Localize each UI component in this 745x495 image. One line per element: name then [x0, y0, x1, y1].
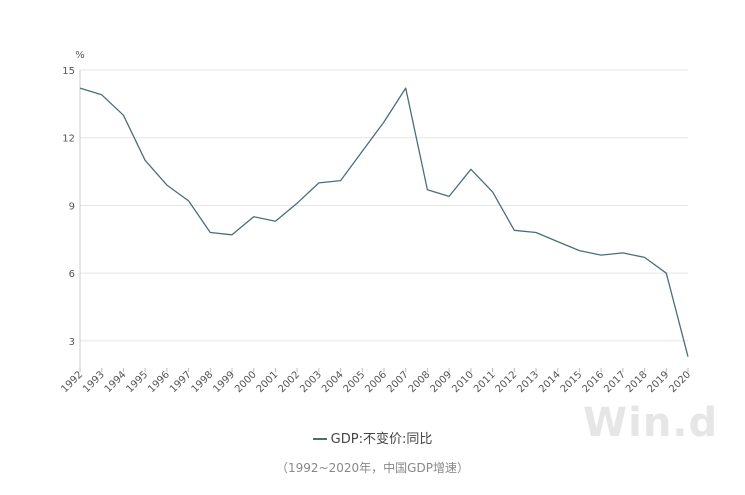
x-tick-label: 2008 [407, 369, 433, 395]
x-tick-label: 2006 [363, 369, 389, 395]
x-tick-label: 2017 [602, 369, 628, 395]
y-tick-label: 12 [62, 134, 75, 145]
x-tick-label: 2016 [580, 369, 606, 395]
legend: GDP:不变价:同比 [0, 428, 745, 447]
x-tick-label: 1993 [81, 369, 107, 395]
legend-label: GDP:不变价:同比 [330, 432, 433, 447]
x-tick-label: 1997 [168, 369, 194, 395]
x-tick-label: 2003 [298, 369, 324, 395]
x-tick-label: 2001 [255, 369, 281, 395]
x-tick-label: 2012 [494, 369, 520, 395]
x-tick-label: 2013 [515, 369, 541, 395]
series-line [79, 87, 689, 357]
x-tick-label: 2010 [450, 369, 476, 395]
x-tick-label: 2004 [320, 369, 346, 395]
x-tick-label: 2019 [646, 369, 672, 395]
y-tick-label: 15 [62, 66, 75, 77]
x-tick-label: 2014 [537, 369, 563, 395]
x-tick-label: 1994 [103, 369, 129, 395]
watermark: Win.d [583, 400, 719, 446]
chart-caption: （1992~2020年，中国GDP增速） [276, 461, 469, 475]
legend-swatch [312, 437, 327, 440]
x-axis: 1992199319941995199619971998199920002001… [59, 368, 693, 395]
y-axis: 3 6 9 12 15% [62, 50, 85, 368]
x-tick-label: 1995 [124, 369, 150, 395]
x-tick-label: 1998 [190, 369, 216, 395]
y-tick-label: 3 [69, 337, 75, 348]
x-tick-label: 1999 [211, 369, 237, 395]
x-tick-label: 1992 [59, 369, 85, 395]
x-tick-label: 2000 [233, 369, 259, 395]
y-tick-label: 6 [69, 269, 75, 280]
x-tick-label: 2005 [342, 369, 368, 395]
y-tick-label: 9 [69, 201, 75, 212]
grid-lines [80, 69, 688, 342]
y-unit-label: % [75, 50, 85, 61]
x-tick-label: 1996 [146, 369, 172, 395]
x-tick-label: 2018 [624, 369, 650, 395]
x-tick-label: 2020 [667, 369, 693, 395]
x-tick-label: 2002 [276, 369, 302, 395]
x-tick-label: 2011 [472, 369, 498, 395]
x-tick-label: 2009 [428, 369, 454, 395]
line-chart: 3 6 9 12 15% 1992199319941995199619971998199… [59, 50, 693, 395]
series-group [79, 87, 689, 357]
x-tick-label: 2015 [559, 369, 585, 395]
x-tick-label: 2007 [385, 369, 411, 395]
